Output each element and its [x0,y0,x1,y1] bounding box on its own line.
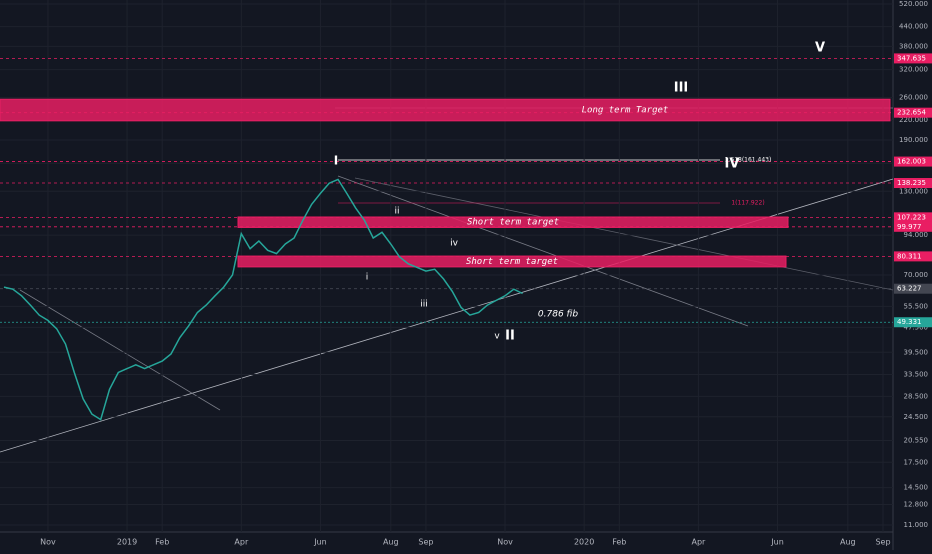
zone-label: Short term target [466,257,558,267]
y-tick-label: 260.000 [899,94,928,102]
target-zone [0,98,891,122]
wave-label: 1.618(161.443) [725,157,772,164]
wave-label: 1(117.922) [731,200,764,207]
level-tag [894,283,932,294]
trend-line [337,175,749,327]
y-tick-label: 94.000 [904,231,929,239]
wave-label: ii [394,207,399,217]
y-tick-label: 520.000 [899,0,928,8]
x-tick-label: Nov [40,538,56,547]
level-tag [894,221,932,232]
level-tag [894,317,932,328]
level-label: 347.635 [897,54,926,62]
y-tick-label: 47.500 [904,323,929,331]
y-tick-label: 17.500 [904,458,929,466]
wave-label: I [334,154,338,168]
level-label: 107.223 [897,213,926,221]
x-tick-label: Aug [840,538,856,547]
x-tick-label: Jun [770,538,784,547]
x-tick-label: 2019 [117,538,137,547]
y-tick-label: 11.000 [904,521,929,529]
wave-label: II [505,329,515,344]
x-tick-label: Sep [418,538,433,547]
level-tag [894,178,932,189]
level-label: 138.235 [897,179,926,187]
x-tick-label: Jun [313,538,327,547]
trend-line [19,289,221,411]
level-tag [894,107,932,118]
trend-line [354,177,894,291]
zone-label: Long term Target [582,106,669,116]
x-tick-label: Sep [875,538,890,547]
wave-label: 0.786 fib [538,310,578,320]
y-tick-label: 12.800 [904,501,929,509]
y-tick-label: 440.000 [899,23,928,31]
y-tick-label: 380.000 [899,42,928,50]
zone-label: Short term target [467,218,559,228]
level-tag [894,156,932,167]
level-label: 99.977 [897,223,922,231]
y-tick-label: 70.000 [904,271,929,279]
level-label: 63.227 [897,285,922,293]
y-tick-label: 28.500 [904,392,929,400]
x-tick-label: Nov [497,538,513,547]
x-tick-label: Aug [383,538,399,547]
level-tag [894,251,932,262]
wave-label: i [366,273,369,283]
wave-label: v [494,332,500,342]
y-tick-label: 24.500 [904,413,929,421]
price-line [3,178,523,421]
y-tick-label: 33.500 [904,371,929,379]
y-tick-label: 190.000 [899,136,928,144]
wave-label: V [815,41,825,56]
y-tick-label: 14.500 [904,484,929,492]
wave-label: III [674,81,689,96]
x-tick-label: Feb [612,538,626,547]
y-tick-label: 130.000 [899,187,928,195]
wave-label: iv [450,239,459,249]
level-label: 80.311 [897,252,922,260]
x-tick-label: Feb [155,538,169,547]
level-label: 49.331 [897,318,922,326]
level-tag [894,53,932,64]
x-tick-label: Apr [691,538,706,547]
wave-label: iii [420,300,428,310]
y-tick-label: 220.000 [899,116,928,124]
y-tick-label: 20.550 [904,437,929,445]
x-tick-label: 2020 [574,538,594,547]
y-tick-label: 55.500 [904,302,929,310]
level-tag [894,212,932,223]
y-tick-label: 39.500 [904,348,929,356]
wave-label: IV [725,157,740,172]
level-label: 232.654 [897,109,926,117]
level-label: 162.003 [897,158,926,166]
x-tick-label: Apr [234,538,249,547]
y-tick-label: 320.000 [899,66,928,74]
